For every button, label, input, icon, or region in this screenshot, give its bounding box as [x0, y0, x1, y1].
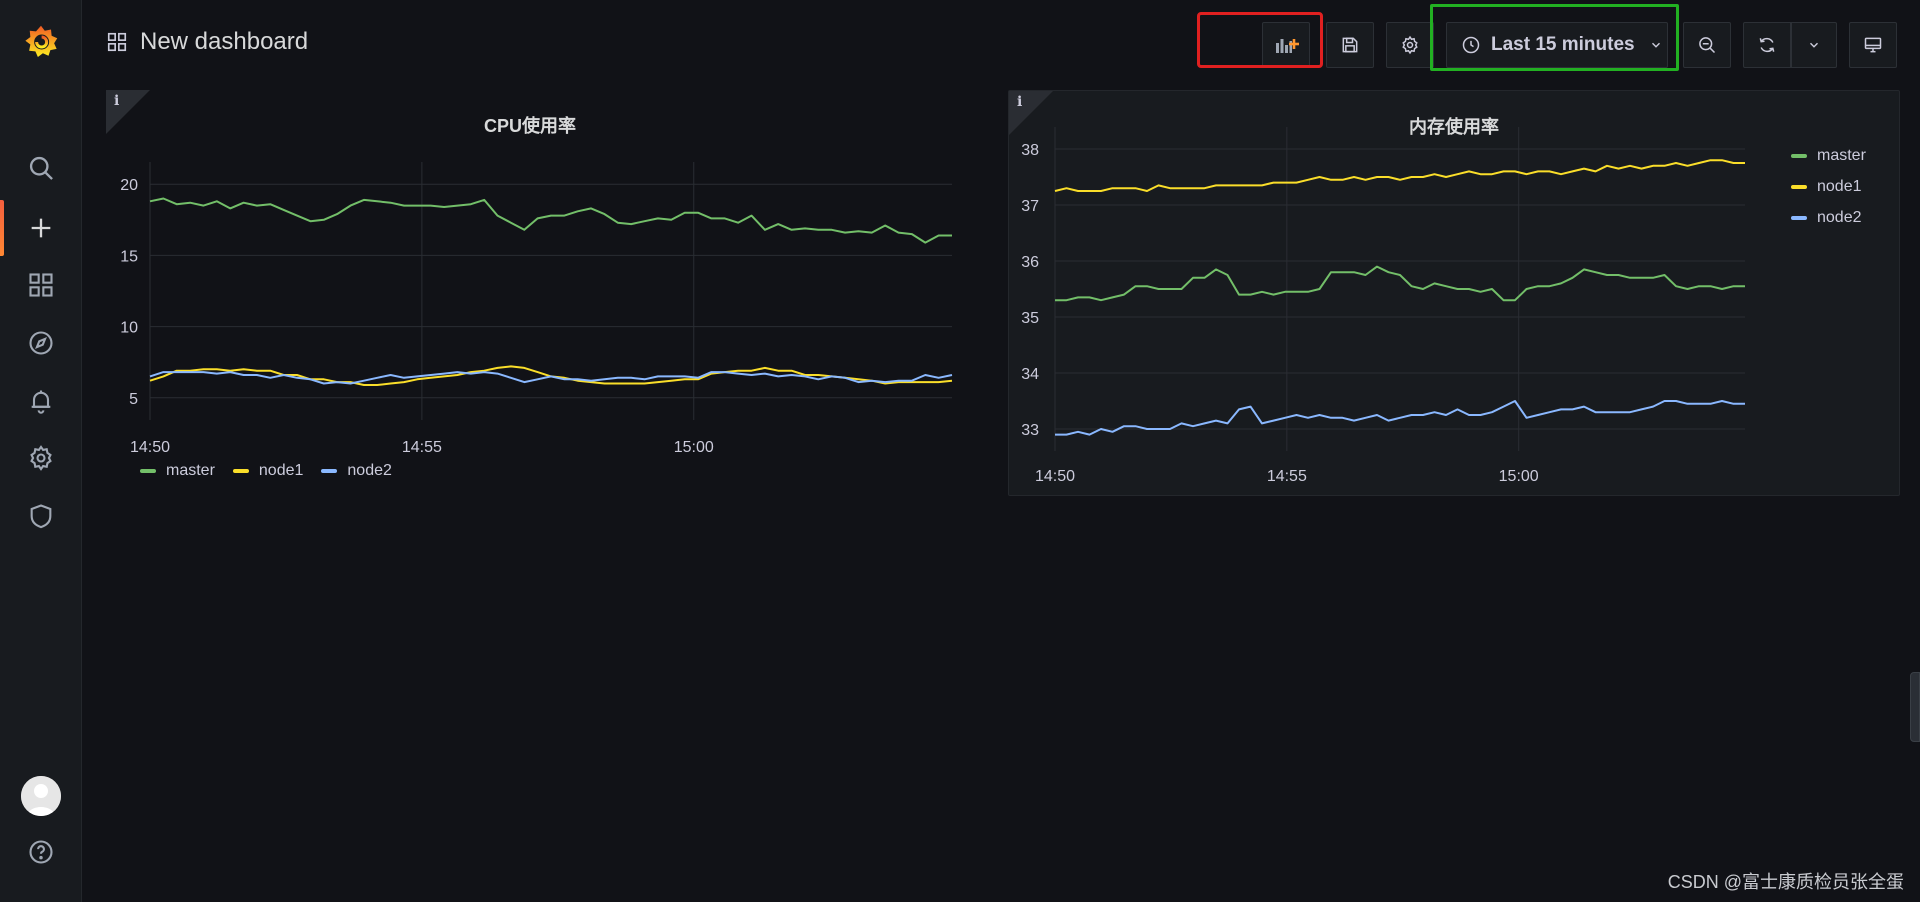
series-line-node1: [1054, 159, 1745, 192]
legend-label: master: [166, 462, 215, 479]
page-title[interactable]: New dashboard: [106, 28, 308, 56]
watermark: CSDN @富士康质检员张全蛋: [1667, 872, 1904, 892]
chevron-down-icon: [1810, 42, 1818, 48]
legend-item-node2[interactable]: node2: [1791, 209, 1866, 227]
legend: master node1 node2: [140, 462, 392, 480]
chevron-down-icon: [1651, 42, 1660, 48]
legend-item-node1[interactable]: node1: [1791, 178, 1866, 196]
zoom-out-icon: [1699, 37, 1716, 54]
panel-title[interactable]: 内存使用率: [1409, 117, 1499, 137]
info-icon: i: [1017, 94, 1023, 110]
save-icon: [1342, 37, 1358, 53]
y-tick-label: 38: [1021, 142, 1039, 159]
legend-swatch: [1791, 185, 1807, 189]
refresh-button[interactable]: [1743, 22, 1791, 68]
alerting-icon[interactable]: [0, 373, 82, 429]
memory-chart[interactable]: 33 34 35 36 37 38 14:50 14:55 15:00: [1009, 91, 1901, 497]
y-tick-label: 15: [120, 248, 138, 265]
zoom-out-button[interactable]: [1683, 22, 1731, 68]
y-tick-label: 36: [1021, 254, 1039, 271]
legend-label: master: [1817, 147, 1866, 164]
panel-info-corner[interactable]: [106, 90, 150, 134]
dashboard-title: New dashboard: [140, 28, 309, 55]
legend-label: node2: [347, 462, 392, 479]
time-range-label: Last 15 minutes: [1491, 34, 1635, 55]
explore-icon[interactable]: [0, 315, 82, 371]
panel-title[interactable]: CPU使用率: [483, 116, 576, 136]
y-tick-label: 34: [1021, 366, 1039, 383]
x-tick-label: 15:00: [674, 439, 714, 456]
series-line-node2: [149, 371, 953, 385]
legend-label: node1: [1817, 178, 1862, 195]
panel-memory[interactable]: i 内存使用率 33 34 35 36 37 38 14:50 14:55 15:00 mast…: [1008, 90, 1900, 496]
legend-swatch: [140, 469, 156, 473]
scrollbar[interactable]: [1910, 672, 1920, 742]
x-tick-label: 14:55: [402, 439, 442, 456]
y-tick-label: 37: [1021, 198, 1039, 215]
legend-swatch: [232, 469, 249, 473]
active-indicator: [0, 200, 4, 256]
x-tick-label: 14:55: [1267, 468, 1307, 485]
panel-cpu[interactable]: i CPU使用率 5 10 15 20 14:50 14:55 15:00 master no…: [106, 90, 954, 490]
highlight-box-green: [1430, 4, 1679, 71]
refresh-interval-dropdown[interactable]: [1791, 22, 1837, 68]
series-line-node2: [1055, 400, 1745, 436]
help-icon[interactable]: [0, 824, 82, 880]
search-icon[interactable]: [0, 140, 82, 196]
legend-item-master[interactable]: master: [140, 462, 215, 480]
view-mode-button[interactable]: [1849, 22, 1897, 68]
x-tick-label: 15:00: [1499, 468, 1539, 485]
refresh-icon: [1759, 37, 1775, 53]
clock-icon: [1462, 36, 1480, 54]
legend-item-node2[interactable]: node2: [321, 462, 392, 480]
x-tick-label: 14:50: [130, 439, 170, 456]
grafana-logo-icon[interactable]: [0, 14, 82, 70]
gear-icon[interactable]: [0, 430, 82, 486]
avatar[interactable]: [21, 776, 61, 816]
legend-label: node1: [258, 462, 304, 479]
legend-item-node1[interactable]: node1: [232, 462, 304, 480]
plus-icon[interactable]: [0, 200, 82, 256]
shield-icon[interactable]: [0, 488, 82, 544]
time-range-picker[interactable]: Last 15 minutes: [1446, 22, 1668, 68]
legend-item-master[interactable]: master: [1791, 147, 1866, 165]
y-tick-label: 5: [129, 391, 138, 408]
info-icon: i: [114, 93, 120, 109]
y-tick-label: 33: [1021, 422, 1039, 439]
cpu-chart[interactable]: 5 10 15 20 14:50 14:55 15:00: [106, 90, 954, 490]
panel-info-corner[interactable]: [1009, 91, 1053, 135]
dashboards-icon: [107, 32, 127, 52]
settings-icon: [1402, 35, 1418, 55]
legend-swatch: [1791, 154, 1807, 158]
series-line-master: [149, 197, 952, 244]
legend-swatch: [1791, 216, 1807, 220]
dashboards-icon[interactable]: [0, 257, 82, 313]
add-panel-button[interactable]: [1262, 22, 1310, 68]
dashboard-settings-button[interactable]: [1386, 22, 1434, 68]
sidebar: [0, 0, 82, 902]
save-button[interactable]: [1326, 22, 1374, 68]
y-tick-label: 35: [1021, 310, 1039, 327]
series-line-master: [1055, 265, 1745, 302]
y-tick-label: 10: [120, 320, 138, 337]
highlight-box-red: [1197, 12, 1323, 68]
x-tick-label: 14:50: [1035, 468, 1075, 485]
add-panel-icon: [1276, 39, 1299, 53]
legend-swatch: [321, 469, 338, 473]
legend-label: node2: [1817, 209, 1862, 226]
legend: master node1 node2: [1791, 147, 1866, 227]
y-tick-label: 20: [120, 177, 138, 194]
tv-icon: [1864, 37, 1882, 53]
